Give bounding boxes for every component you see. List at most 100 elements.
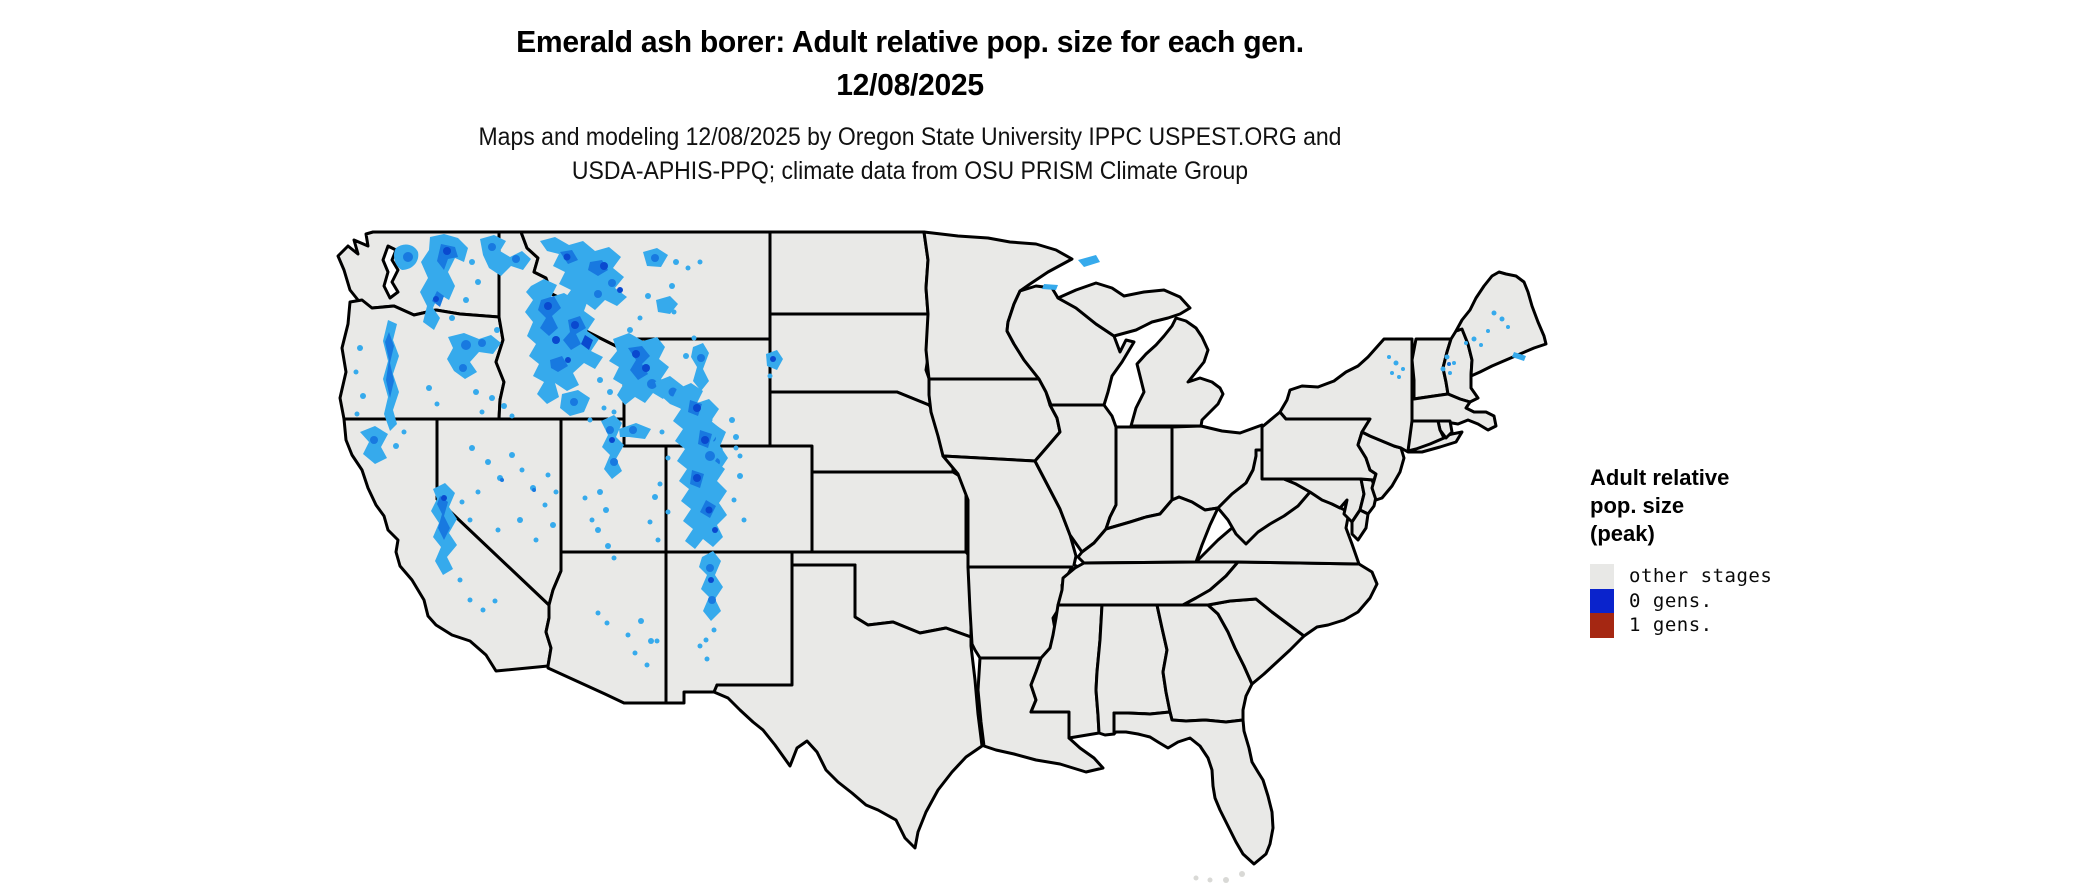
- population-cluster: [737, 453, 743, 459]
- population-cluster: [729, 417, 735, 423]
- population-cluster: [494, 327, 500, 333]
- population-cluster: [693, 474, 701, 482]
- population-cluster: [600, 262, 608, 270]
- population-cluster: [705, 506, 713, 514]
- population-cluster: [538, 296, 561, 336]
- population-cluster: [587, 417, 593, 423]
- legend-swatch-0-gens: [1590, 588, 1614, 613]
- legend-title-line-1: Adult relative: [1590, 465, 1730, 490]
- population-cluster: [605, 543, 611, 549]
- population-cluster: [651, 254, 659, 262]
- population-cluster: [571, 321, 579, 329]
- population-cluster: [533, 537, 539, 543]
- population-cluster: [1448, 371, 1452, 375]
- population-cluster: [671, 309, 677, 315]
- population-cluster: [1390, 371, 1394, 375]
- population-cluster: [437, 244, 458, 270]
- population-cluster: [553, 489, 559, 495]
- population-cluster: [441, 495, 447, 501]
- population-cluster: [509, 413, 515, 419]
- population-cluster: [542, 502, 548, 508]
- population-cluster: [638, 618, 644, 624]
- legend-title-line-2: pop. size: [1590, 493, 1685, 518]
- population-cluster: [697, 354, 705, 362]
- population-cluster: [517, 517, 523, 523]
- population-cluster: [659, 429, 665, 435]
- population-cluster: [632, 350, 640, 358]
- island-dot: [1207, 877, 1213, 883]
- population-cluster: [581, 335, 593, 350]
- population-cluster: [712, 527, 718, 533]
- population-cluster: [401, 429, 407, 435]
- state-shape: [810, 470, 968, 554]
- population-cluster: [550, 356, 568, 372]
- population-cluster: [570, 398, 578, 406]
- population-cluster: [601, 415, 624, 479]
- population-cluster: [611, 555, 617, 561]
- population-cluster: [706, 564, 714, 572]
- state-shape: [768, 230, 930, 316]
- population-cluster: [582, 495, 588, 501]
- figure-title: Emerald ash borer: Adult relative pop. s…: [27, 20, 1792, 106]
- population-cluster: [655, 537, 661, 543]
- population-cluster: [480, 607, 486, 613]
- states-layer: [336, 230, 1548, 866]
- figure-subtitle: Maps and modeling 12/08/2025 by Oregon S…: [73, 120, 1747, 188]
- population-cluster: [1486, 329, 1490, 333]
- island-dot: [1223, 877, 1229, 883]
- legend-item-other-stages: other stages: [1590, 564, 1890, 589]
- population-cluster: [565, 357, 571, 363]
- population-cluster: [467, 517, 473, 523]
- legend-items: other stages 0 gens. 1 gens.: [1590, 564, 1890, 638]
- legend-title-line-3: (peak): [1590, 521, 1655, 546]
- population-cluster: [701, 436, 709, 444]
- legend-swatch-other-stages: [1590, 564, 1614, 589]
- population-cluster: [1444, 354, 1450, 360]
- population-cluster: [469, 259, 475, 265]
- island-dot: [1193, 875, 1199, 881]
- population-raster-layer: [353, 234, 1526, 883]
- population-cluster: [1499, 316, 1505, 322]
- population-cluster: [697, 643, 703, 649]
- population-cluster: [1464, 341, 1468, 345]
- population-cluster: [532, 488, 536, 492]
- population-cluster: [708, 577, 714, 583]
- population-cluster: [654, 638, 660, 644]
- population-cluster: [597, 377, 603, 383]
- population-cluster: [403, 252, 413, 262]
- population-cluster: [457, 577, 463, 583]
- population-cluster: [353, 369, 359, 375]
- population-cluster: [512, 255, 520, 263]
- population-cluster: [597, 489, 603, 495]
- population-cluster: [354, 411, 360, 417]
- population-cluster: [697, 259, 703, 265]
- state-shape: [1056, 281, 1192, 338]
- population-cluster: [360, 426, 388, 464]
- population-cluster: [1401, 367, 1405, 371]
- population-cluster: [685, 265, 691, 271]
- population-cluster: [691, 343, 709, 391]
- population-cluster: [540, 237, 627, 311]
- population-cluster: [459, 499, 465, 505]
- population-cluster: [733, 445, 739, 451]
- population-cluster: [552, 336, 560, 344]
- legend-label: 1 gens.: [1629, 614, 1713, 637]
- population-cluster: [1506, 325, 1510, 329]
- state-shape: [1406, 419, 1446, 453]
- population-cluster: [731, 497, 737, 503]
- population-cluster: [609, 437, 615, 443]
- state-shape: [1112, 710, 1275, 866]
- population-cluster: [595, 527, 601, 533]
- population-cluster: [473, 389, 479, 395]
- population-cluster: [657, 481, 663, 487]
- state-shape: [927, 377, 1062, 463]
- population-cluster: [767, 373, 773, 379]
- population-cluster: [519, 467, 525, 473]
- population-cluster: [459, 364, 467, 372]
- population-cluster: [544, 302, 552, 310]
- population-cluster: [1447, 362, 1451, 366]
- population-cluster: [1042, 284, 1058, 290]
- population-cluster: [737, 473, 743, 479]
